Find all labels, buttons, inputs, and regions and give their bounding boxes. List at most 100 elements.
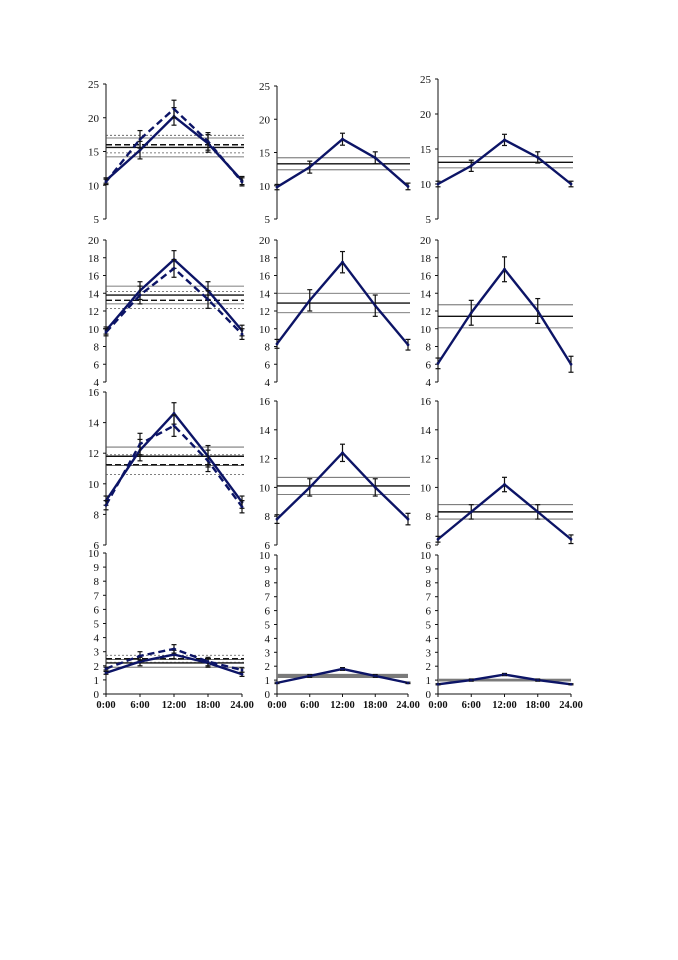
y-tick-label: 16 <box>420 271 432 283</box>
y-tick-label: 18 <box>88 253 100 265</box>
y-tick-label: 15 <box>259 148 271 160</box>
data-point <box>104 667 108 671</box>
y-tick-label: 1 <box>94 675 100 687</box>
y-tick-label: 7 <box>265 592 271 604</box>
y-tick-label: 10 <box>259 550 271 562</box>
chart-panel-1-2: 5 10 15 20 25 <box>259 81 411 226</box>
data-point <box>206 298 210 301</box>
data-point <box>341 667 344 671</box>
data-point <box>104 180 108 184</box>
data-point <box>308 165 312 169</box>
x-tick-label: 0:00 <box>267 700 286 711</box>
y-tick-label: 12 <box>259 454 270 466</box>
data-point <box>240 668 244 672</box>
y-tick-label: 10 <box>259 324 271 336</box>
chart-panel-4-1: 0 1 2 3 4 5 6 7 8 9 10 0:00 6:00 12:00 18:00 24.00 <box>88 548 254 711</box>
y-tick-label: 10 <box>259 181 271 193</box>
y-tick-label: 16 <box>420 396 432 408</box>
data-point <box>341 451 344 455</box>
y-tick-label: 16 <box>259 396 271 408</box>
data-point <box>240 505 244 509</box>
data-point <box>172 107 176 111</box>
chart-panel-4-3: 0 1 2 3 45 6 7 8 9 10 0:00 6:00 12:00 18:00 24.00 <box>420 550 583 711</box>
y-tick-label: 6 <box>426 359 432 371</box>
y-tick-label: 6 <box>265 359 271 371</box>
series-line-solid <box>105 115 243 182</box>
data-point <box>373 304 377 308</box>
data-point <box>172 647 176 651</box>
data-point <box>536 156 540 159</box>
data-point <box>406 681 410 685</box>
data-point <box>569 537 573 541</box>
y-tick-label: 10 <box>88 479 100 491</box>
y-tick-label: 2 <box>94 661 100 673</box>
data-point <box>138 137 142 141</box>
data-point <box>308 674 312 678</box>
data-point <box>373 486 377 489</box>
y-tick-label: 16 <box>88 387 100 399</box>
data-point <box>569 182 573 186</box>
y-tick-label: 25 <box>259 81 271 93</box>
y-tick-label: 12 <box>88 448 99 460</box>
data-point <box>240 332 244 336</box>
data-point <box>308 486 312 489</box>
data-point <box>240 180 244 184</box>
y-tick-label: 0 <box>426 689 432 701</box>
x-tick-label: 18:00 <box>363 700 388 711</box>
x-tick-label: 6:00 <box>300 700 319 711</box>
y-tick-label: 12 <box>88 306 99 318</box>
y-tick-label: 8 <box>426 511 432 523</box>
y-tick-label: 6 <box>94 540 100 552</box>
y-tick-label: 4 <box>426 633 432 645</box>
y-tick-label: 2 <box>265 661 271 673</box>
y-tick-label: 8 <box>94 576 100 588</box>
data-point <box>503 673 506 676</box>
data-point <box>569 362 573 366</box>
y-tick-label: 9 <box>426 564 432 576</box>
y-tick-label: 20 <box>420 235 432 247</box>
y-tick-label: 14 <box>88 288 100 300</box>
y-tick-label: 20 <box>259 235 271 247</box>
data-point <box>536 510 540 514</box>
y-tick-label: 10 <box>420 482 432 494</box>
data-point <box>469 164 473 168</box>
data-point <box>503 138 506 142</box>
data-point <box>436 361 440 365</box>
x-tick-label: 12:00 <box>330 700 355 711</box>
x-tick-label: 24.00 <box>396 700 420 711</box>
y-tick-label: 8 <box>265 511 271 523</box>
y-tick-label: 20 <box>88 113 100 125</box>
data-point <box>341 137 344 141</box>
y-tick-label: 16 <box>259 271 271 283</box>
y-tick-label: 10 <box>259 482 271 494</box>
data-point <box>406 517 410 521</box>
data-point <box>138 293 142 297</box>
y-tick-label: 6 <box>94 359 100 371</box>
y-tick-label: 10 <box>88 548 100 560</box>
x-tick-label: 24.00 <box>559 700 583 711</box>
series-line-dashed <box>105 267 243 335</box>
data-point <box>104 330 108 334</box>
data-point <box>206 660 210 663</box>
data-point <box>138 442 142 446</box>
y-tick-label: 7 <box>94 590 100 602</box>
y-tick-label: 14 <box>420 288 432 300</box>
chart-panel-2-1: 4 6 8 10 12 14 16 18 20 <box>88 235 245 389</box>
data-point <box>172 412 176 415</box>
data-point <box>206 459 210 463</box>
y-tick-label: 4 <box>94 377 100 389</box>
x-tick-label: 6:00 <box>130 700 149 711</box>
data-point <box>569 682 573 686</box>
x-tick-label: 0:00 <box>428 700 447 711</box>
data-point <box>373 156 377 160</box>
data-point <box>275 342 279 346</box>
y-tick-label: 20 <box>420 109 432 121</box>
data-point <box>104 671 108 675</box>
data-point <box>341 260 344 264</box>
chart-panel-3-1: 6 8 10 12 14 16 <box>88 387 245 552</box>
chart-panel-2-2: 4 6 8 10 12 14 16 18 20 <box>259 235 411 389</box>
y-tick-label: 0 <box>94 689 100 701</box>
data-point <box>138 660 142 663</box>
data-point <box>436 537 440 541</box>
y-tick-label: 8 <box>265 578 271 590</box>
